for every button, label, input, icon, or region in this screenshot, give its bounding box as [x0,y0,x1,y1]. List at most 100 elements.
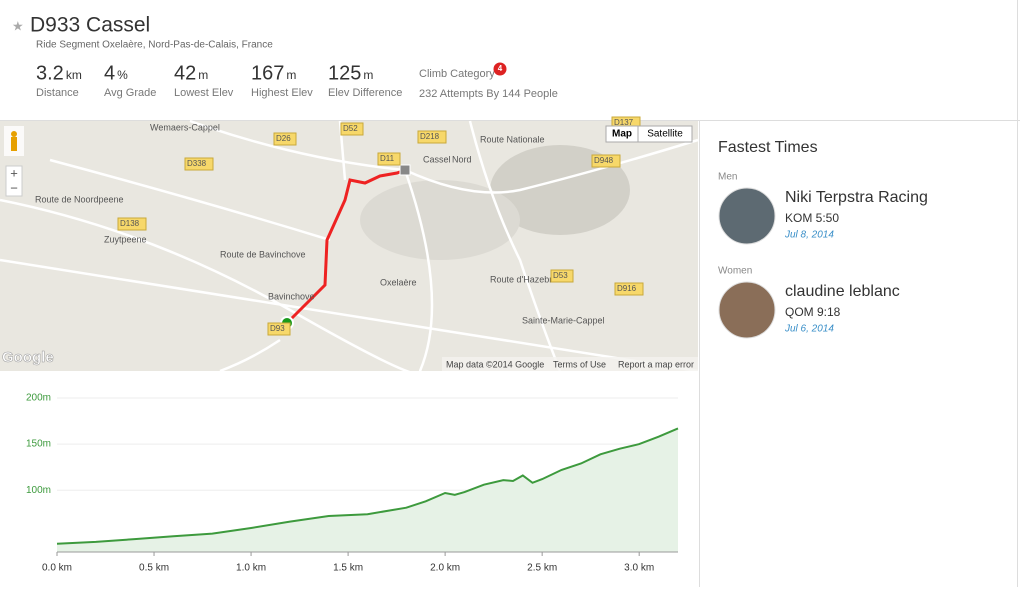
zoom-out[interactable]: − [10,180,18,195]
x-tick-label: 3.0 km [624,563,654,574]
x-tick-label: 1.0 km [236,563,266,574]
stat: 3.2 km Distance [36,62,82,99]
y-tick-label: 100m [26,485,51,496]
y-tick-label: 200m [26,393,51,404]
stat-value: 167 [251,62,284,84]
athlete-date[interactable]: Jul 6, 2014 [784,324,834,335]
road-shield [184,157,214,171]
x-tick-label: 2.0 km [430,563,460,574]
stat-unit: km [66,68,82,82]
athlete-name[interactable]: claudine leblanc [785,283,900,300]
place-label: Cassel [423,154,451,164]
route [285,168,406,325]
stat-value: 4 [104,62,115,84]
athlete-name[interactable]: Niki Terpstra Racing [785,189,928,206]
report-link[interactable]: Report a map error [618,359,694,369]
climb-badge [493,62,507,76]
terrain [360,180,520,260]
elevation-line [56,427,679,545]
satellite-button[interactable] [637,125,693,143]
road-shield [591,154,621,168]
stat-label: Highest Elev [251,87,313,99]
road-shield [340,122,364,136]
leaderboard-title: Fastest Times [718,139,818,156]
place-label: Zuytpeene [104,234,147,244]
stat-label: Distance [36,87,79,99]
road-shield [550,269,574,283]
place-label: Bavinchove [268,291,315,301]
place-label: Sainte-Marie-Cappel [522,315,605,325]
place-label: Nord [452,154,472,164]
terms-link[interactable]: Terms of Use [553,359,606,369]
zoom-control[interactable] [5,165,23,197]
star-icon[interactable]: ★ [12,18,24,33]
athlete-date[interactable]: Jul 8, 2014 [784,230,834,241]
stat-unit: % [117,68,128,82]
stat-label: Avg Grade [104,87,156,99]
stat: 125 m Elev Difference [328,62,402,99]
road-shield [273,132,297,146]
road-label: D26 [276,134,291,143]
climb-label: Climb Category [419,68,495,80]
satellite-button-text[interactable]: Satellite [647,129,683,140]
place-label: Wemaers-Cappel [150,122,220,132]
road-label: D11 [380,154,395,163]
zoom-in[interactable]: + [10,165,18,180]
stat: 42 m Lowest Elev [174,62,234,99]
segment-subtitle: Ride Segment Oxelaère, Nord-Pas-de-Calai… [36,40,273,51]
x-tick-label: 0.5 km [139,563,169,574]
map-data: Map data ©2014 Google [446,359,544,369]
place-label: Oxelaère [380,277,417,287]
road-label: D338 [187,159,207,168]
place-label: Route d'Hazebrouck [490,274,572,284]
road-shield [377,152,401,166]
pegman-icon [11,137,17,151]
group-label: Men [718,172,737,183]
stat-value: 3.2 [36,62,64,84]
road-label: D916 [617,284,637,293]
elevation-area [57,428,678,552]
stat-value: 125 [328,62,361,84]
x-tick-label: 1.5 km [333,563,363,574]
attempts: 232 Attempts By 144 People [419,88,558,100]
road-shield [614,282,644,296]
road-label: D218 [420,132,440,141]
stat-unit: m [363,68,373,82]
avatar[interactable] [718,281,776,339]
map-button-text[interactable]: Map [612,129,632,140]
stat-label: Elev Difference [328,87,402,99]
road-label: D53 [553,271,568,280]
pegman-icon [11,131,17,137]
stat-value: 42 [174,62,196,84]
y-tick-label: 150m [26,439,51,450]
road-label: D137 [614,118,634,127]
google-logo: Google [2,349,54,366]
stat: 167 m Highest Elev [251,62,313,99]
climb-badge-text: 4 [498,64,503,73]
stat-unit: m [198,68,208,82]
place-label: Route de Noordpeene [35,194,124,204]
map[interactable]: Wemaers-Cappel D26 D52 D218 D11 Cassel Nord D33… [0,116,699,376]
route-finish [399,164,411,176]
place-label: Route de Bavinchove [220,249,306,259]
road-label: D93 [270,324,285,333]
stat-label: Lowest Elev [174,87,234,99]
road-shield [417,130,447,144]
athlete-time: QOM 9:18 [785,305,841,319]
stat: 4 % Avg Grade [104,62,156,99]
group-label: Women [718,266,752,277]
map-footer-bg [442,357,698,371]
stat-unit: m [286,68,296,82]
athlete-time: KOM 5:50 [785,211,839,225]
x-tick-label: 0.0 km [42,563,72,574]
x-tick-label: 2.5 km [527,563,557,574]
road-shield [267,322,291,336]
road-shield [117,217,147,231]
road-label: D52 [343,124,358,133]
road-label: D138 [120,219,140,228]
avatar[interactable] [718,187,776,245]
place-label: Route Nationale [480,134,545,144]
segment-title: D933 Cassel [30,14,150,37]
